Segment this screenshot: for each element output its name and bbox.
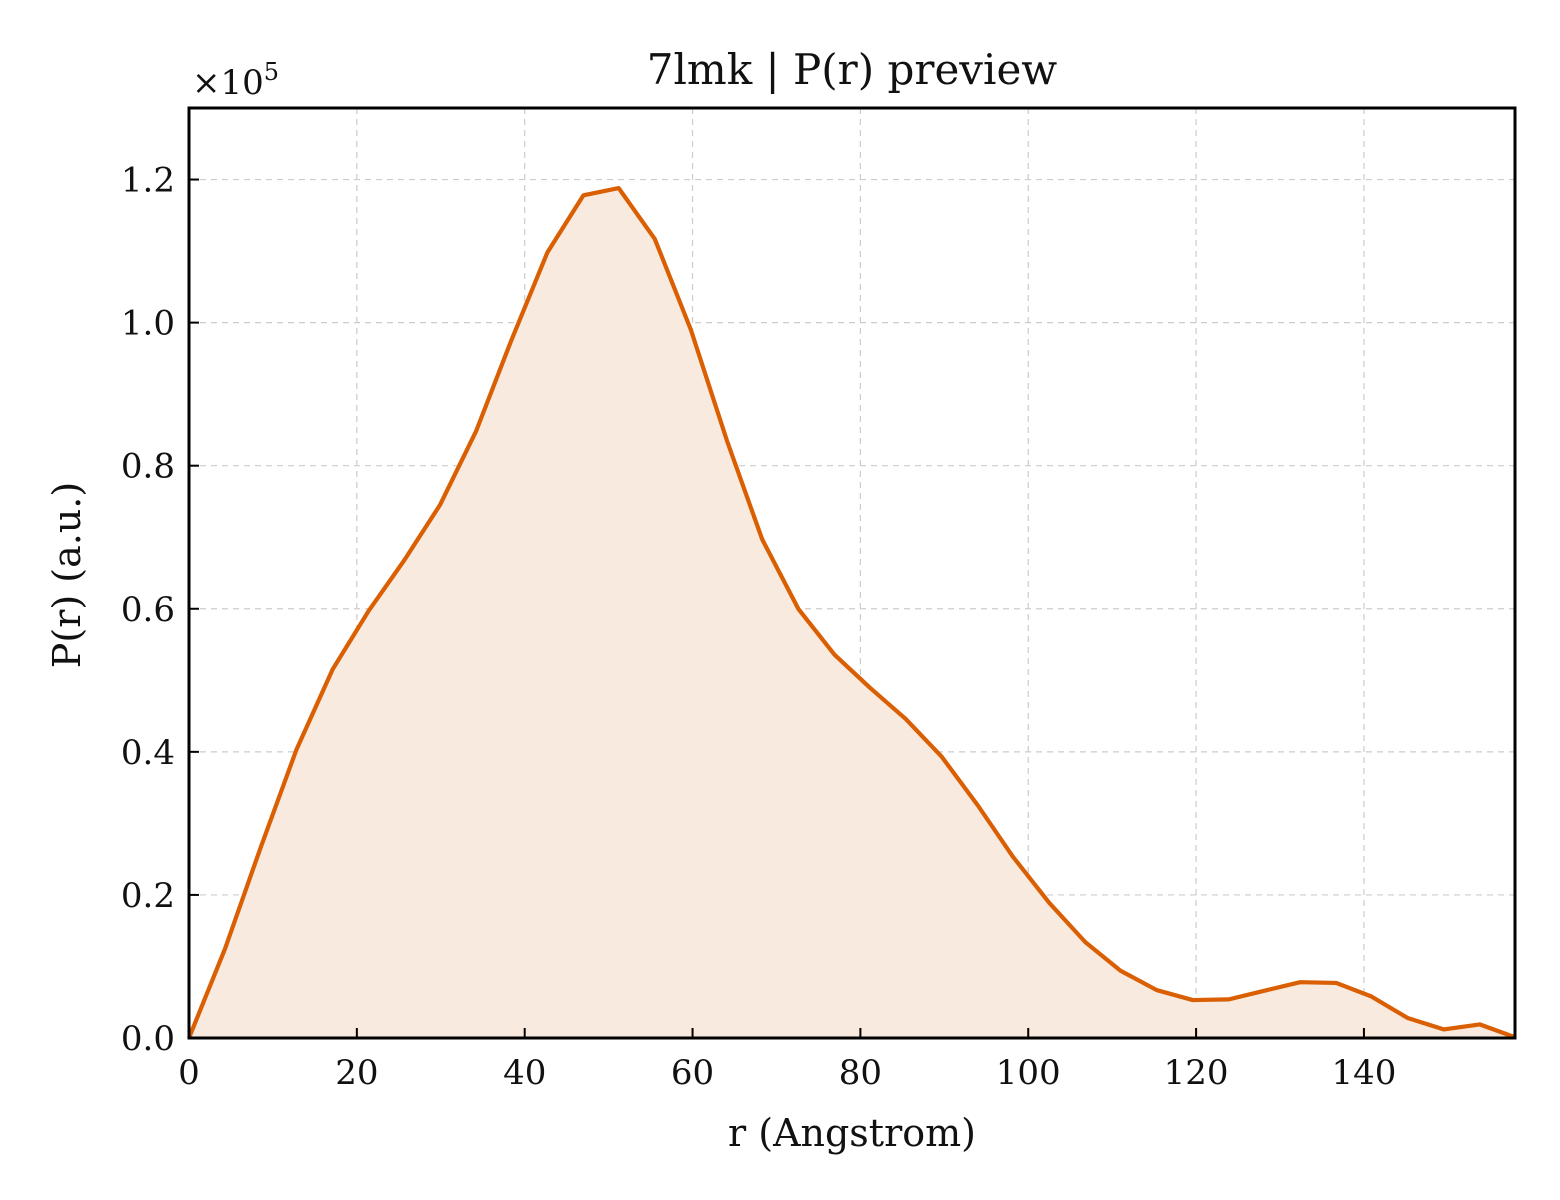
area-fill: [189, 188, 1515, 1038]
plot-frame: [187, 106, 1517, 1040]
x-tick-label: 100: [996, 1053, 1061, 1093]
x-tick-label: 120: [1164, 1053, 1229, 1093]
y-tick-label: 1.0: [121, 304, 175, 344]
y-tick-label: 0.4: [121, 733, 175, 773]
y-tick-label: 1.2: [121, 161, 175, 201]
x-axis-label: r (Angstrom): [728, 1111, 976, 1155]
y-tick-label: 0.2: [121, 876, 175, 916]
y-multiplier-base: ×10: [192, 63, 264, 103]
x-tick-label: 140: [1331, 1053, 1396, 1093]
chart-title: 7lmk | P(r) preview: [647, 45, 1058, 94]
tick-layer: 0 20 40 60 80 100 120 140 0.0 0.2 0.4 0.6 0.8 1.0 1.2: [121, 161, 1396, 1093]
y-multiplier-exponent: 5: [264, 58, 279, 86]
x-tick-label: 20: [335, 1053, 378, 1093]
x-tick-label: 60: [671, 1053, 714, 1093]
series-line: [187, 186, 1516, 1040]
y-tick-label: 0.6: [121, 590, 175, 630]
y-tick-label: 0.0: [121, 1019, 175, 1059]
y-axis-label: P(r) (a.u.): [45, 482, 89, 668]
y-tick-label: 0.8: [121, 447, 175, 487]
x-tick-label: 80: [839, 1053, 882, 1093]
y-multiplier-label: ×105: [192, 58, 279, 103]
x-tick-label: 0: [178, 1053, 200, 1093]
x-tick-label: 40: [503, 1053, 546, 1093]
